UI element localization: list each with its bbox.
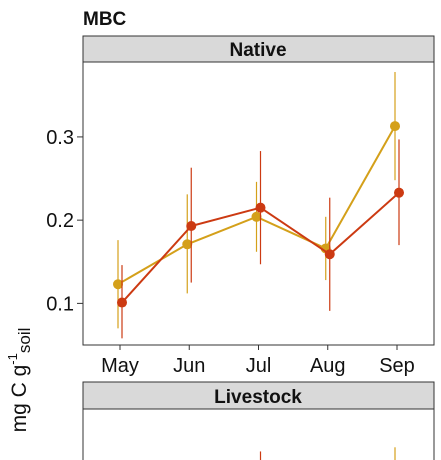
panel-native-y-tick-label: 0.2 xyxy=(46,210,74,232)
panel-native-x-axis: May Jun Jul Aug Sep xyxy=(101,345,415,377)
panel-native-red-point xyxy=(117,297,127,308)
panel-native-x-tick-label: Sep xyxy=(379,355,415,377)
panel-native-series xyxy=(113,71,404,339)
panel-native-gold-point xyxy=(390,121,400,132)
y-axis-label: mg C g-1soil xyxy=(5,328,34,433)
panel-livestock-strip xyxy=(82,381,435,410)
panel-livestock-plot-area xyxy=(82,408,435,460)
panel-native-y-tick-label: 0.1 xyxy=(46,293,74,315)
panel-livestock-strip-label: Livestock xyxy=(214,387,302,408)
panel-native-gold-point xyxy=(113,279,123,290)
panel-native-strip xyxy=(82,35,435,63)
y-axis-label-main: mg C g xyxy=(8,365,31,433)
panel-native-y-axis: 0.1 0.2 0.3 xyxy=(46,127,83,315)
panel-native-red-point xyxy=(394,187,404,198)
panel-native-gold-point xyxy=(182,239,193,250)
panel-livestock: Livestock 0.3 xyxy=(82,381,435,460)
figure-title: MBC xyxy=(83,9,127,30)
panel-native-red-point xyxy=(255,202,266,213)
panel-native-gold-point xyxy=(251,211,262,222)
panel-native-x-tick-label: Jun xyxy=(173,355,205,377)
y-axis-label-superscript: -1 xyxy=(5,353,20,365)
panel-native: Native 0.1 0.2 0.3 May Jun Jul Aug Sep xyxy=(46,35,435,377)
panel-native-red-point xyxy=(324,249,335,260)
y-axis-label-subscript: soil xyxy=(15,328,34,354)
panel-native-red-point xyxy=(186,220,197,231)
panel-native-x-tick-label: Aug xyxy=(310,355,346,377)
panel-native-y-tick-label: 0.3 xyxy=(46,127,74,149)
panel-native-strip-label: Native xyxy=(229,40,286,61)
panel-native-x-tick-label: May xyxy=(101,355,139,377)
panel-native-x-tick-label: Jul xyxy=(246,355,272,377)
